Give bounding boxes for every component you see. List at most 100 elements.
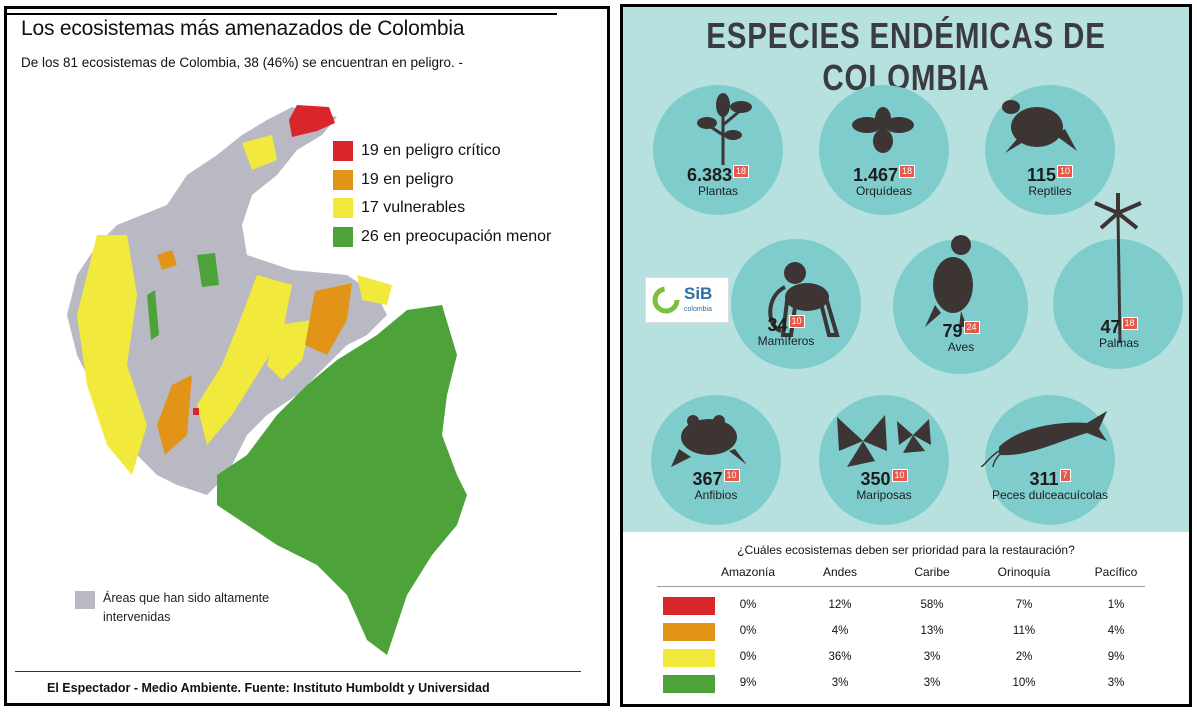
table-header-orinoquia: Orinoquía [997, 565, 1051, 579]
legend-swatch-red [333, 141, 353, 162]
sib-logo-subtext: colombia [684, 306, 713, 313]
sib-logo-text: SiB [684, 284, 713, 303]
species-badge: 10 [891, 469, 908, 482]
species-badge: 10 [788, 315, 805, 328]
species-count: 311 [1029, 469, 1059, 489]
species-badge: 24 [963, 321, 980, 334]
map-yellow-region-north [242, 135, 277, 170]
species-name: Aves [947, 340, 975, 354]
table-cell: 12% [828, 599, 852, 611]
ecosystems-map-panel: Los ecosistemas más amenazados de Colomb… [4, 6, 610, 706]
map-footer-source: El Espectador - Medio Ambiente. Fuente: … [47, 681, 490, 695]
table-cell: 3% [1107, 677, 1125, 689]
table-cell: 2% [1015, 651, 1033, 663]
table-row-swatch-orange [663, 623, 715, 641]
species-label-palms: 47 18 Palmas [1049, 317, 1189, 350]
species-count: 34 [767, 315, 788, 335]
species-label-plants: 6.383 18 Plantas [648, 165, 788, 198]
species-count: 115 [1026, 165, 1057, 185]
species-label-butterflies: 350 10 Mariposas [814, 469, 954, 502]
legend-item-vulnerable: 17 vulnerables [333, 194, 551, 223]
table-cell: 9% [1107, 651, 1125, 663]
table-cell: 3% [831, 677, 849, 689]
table-cell: 58% [920, 599, 944, 611]
table-cell: 36% [828, 651, 852, 663]
map-yellow-region-pacific [77, 235, 147, 475]
table-cell: 0% [739, 599, 757, 611]
map-green-patch-1 [197, 253, 219, 287]
plant-icon [697, 93, 752, 165]
footer-rule [15, 671, 581, 672]
table-cell: 9% [739, 677, 757, 689]
legend-label: 17 vulnerables [361, 199, 466, 217]
species-name: Peces dulceacuícolas [991, 488, 1109, 502]
table-header-rule [657, 586, 1145, 587]
species-name: Anfibios [694, 488, 738, 502]
species-label-reptiles: 115 10 Reptiles [980, 165, 1120, 198]
species-background: ESPECIES ENDÉMICAS DE COLOMBIA [623, 7, 1189, 532]
legend-swatch-gray [75, 591, 95, 609]
table-cell: 1% [1107, 599, 1125, 611]
fish-icon [980, 411, 1107, 467]
table-cell: 4% [1107, 625, 1125, 637]
species-label-orchids: 1.467 18 Orquídeas [814, 165, 954, 198]
map-yellow-region-east [357, 275, 392, 305]
legend-swatch-yellow [333, 198, 353, 219]
sib-logo: SiB colombia [645, 277, 729, 323]
table-header-caribe: Caribe [914, 565, 950, 579]
table-header-amazonia: Amazonía [720, 565, 776, 579]
orchid-icon [852, 107, 914, 153]
monkey-icon [768, 262, 840, 337]
map-red-region-guajira [289, 105, 335, 137]
species-name: Palmas [1098, 336, 1139, 350]
map-subtitle: De los 81 ecosistemas de Colombia, 38 (4… [21, 55, 463, 70]
map-intervened-area [67, 107, 387, 495]
species-count: 367 [692, 469, 723, 489]
species-title: ESPECIES ENDÉMICAS DE COLOMBIA [706, 15, 1106, 98]
table-cell: 0% [739, 625, 757, 637]
species-badge: 18 [733, 165, 750, 178]
species-label-amphibians: 367 10 Anfibios [646, 469, 786, 502]
species-count: 350 [860, 469, 891, 489]
endemic-species-panel: ESPECIES ENDÉMICAS DE COLOMBIA [620, 4, 1192, 707]
species-count: 1.467 [852, 165, 899, 185]
butterfly-icon [837, 415, 931, 467]
table-row-swatch-green [663, 675, 715, 693]
table-cell: 11% [1012, 625, 1036, 637]
species-name: Mariposas [856, 488, 912, 502]
species-circle-fish [985, 395, 1115, 525]
map-orange-region-andes [157, 375, 192, 455]
legend-label: 19 en peligro crítico [361, 142, 501, 160]
turtle-icon [1002, 100, 1077, 153]
species-count: 79 [942, 321, 963, 341]
restoration-question: ¿Cuáles ecosistemas deben ser prioridad … [737, 543, 1075, 557]
legend-label: 26 en preocupación menor [361, 227, 552, 245]
map-yellow-region-center [267, 320, 312, 380]
species-badge: 7 [1059, 469, 1071, 482]
gray-legend-label: Áreas que han sido altamente intervenida… [103, 591, 270, 624]
species-badge: 18 [1121, 317, 1138, 330]
map-orange-region-llanos [305, 283, 352, 355]
table-cell: 3% [923, 677, 941, 689]
table-cell: 3% [923, 651, 941, 663]
species-count: 47 [1100, 317, 1121, 337]
species-badge: 10 [723, 469, 740, 482]
gray-legend: Áreas que han sido altamente intervenida… [75, 589, 283, 627]
sib-logo-icon [652, 286, 680, 314]
table-header-pacifico: Pacífico [1094, 565, 1138, 579]
legend-item-least-concern: 26 en preocupación menor [333, 223, 551, 252]
species-name: Orquídeas [855, 184, 913, 198]
species-badge: 18 [899, 165, 916, 178]
map-title: Los ecosistemas más amenazados de Colomb… [21, 17, 465, 40]
legend-swatch-orange [333, 169, 353, 190]
species-name: Plantas [697, 184, 739, 198]
map-legend: 19 en peligro crítico 19 en peligro 17 v… [333, 137, 551, 251]
colombia-map [67, 105, 467, 655]
species-label-mammals: 34 10 Mamíferos [716, 315, 856, 348]
palm-icon [1094, 193, 1142, 343]
bird-icon [925, 235, 973, 327]
table-row-swatch-yellow [663, 649, 715, 667]
map-orange-region-north [157, 250, 177, 270]
legend-item-endangered: 19 en peligro [333, 166, 551, 195]
species-name: Mamíferos [757, 334, 815, 348]
